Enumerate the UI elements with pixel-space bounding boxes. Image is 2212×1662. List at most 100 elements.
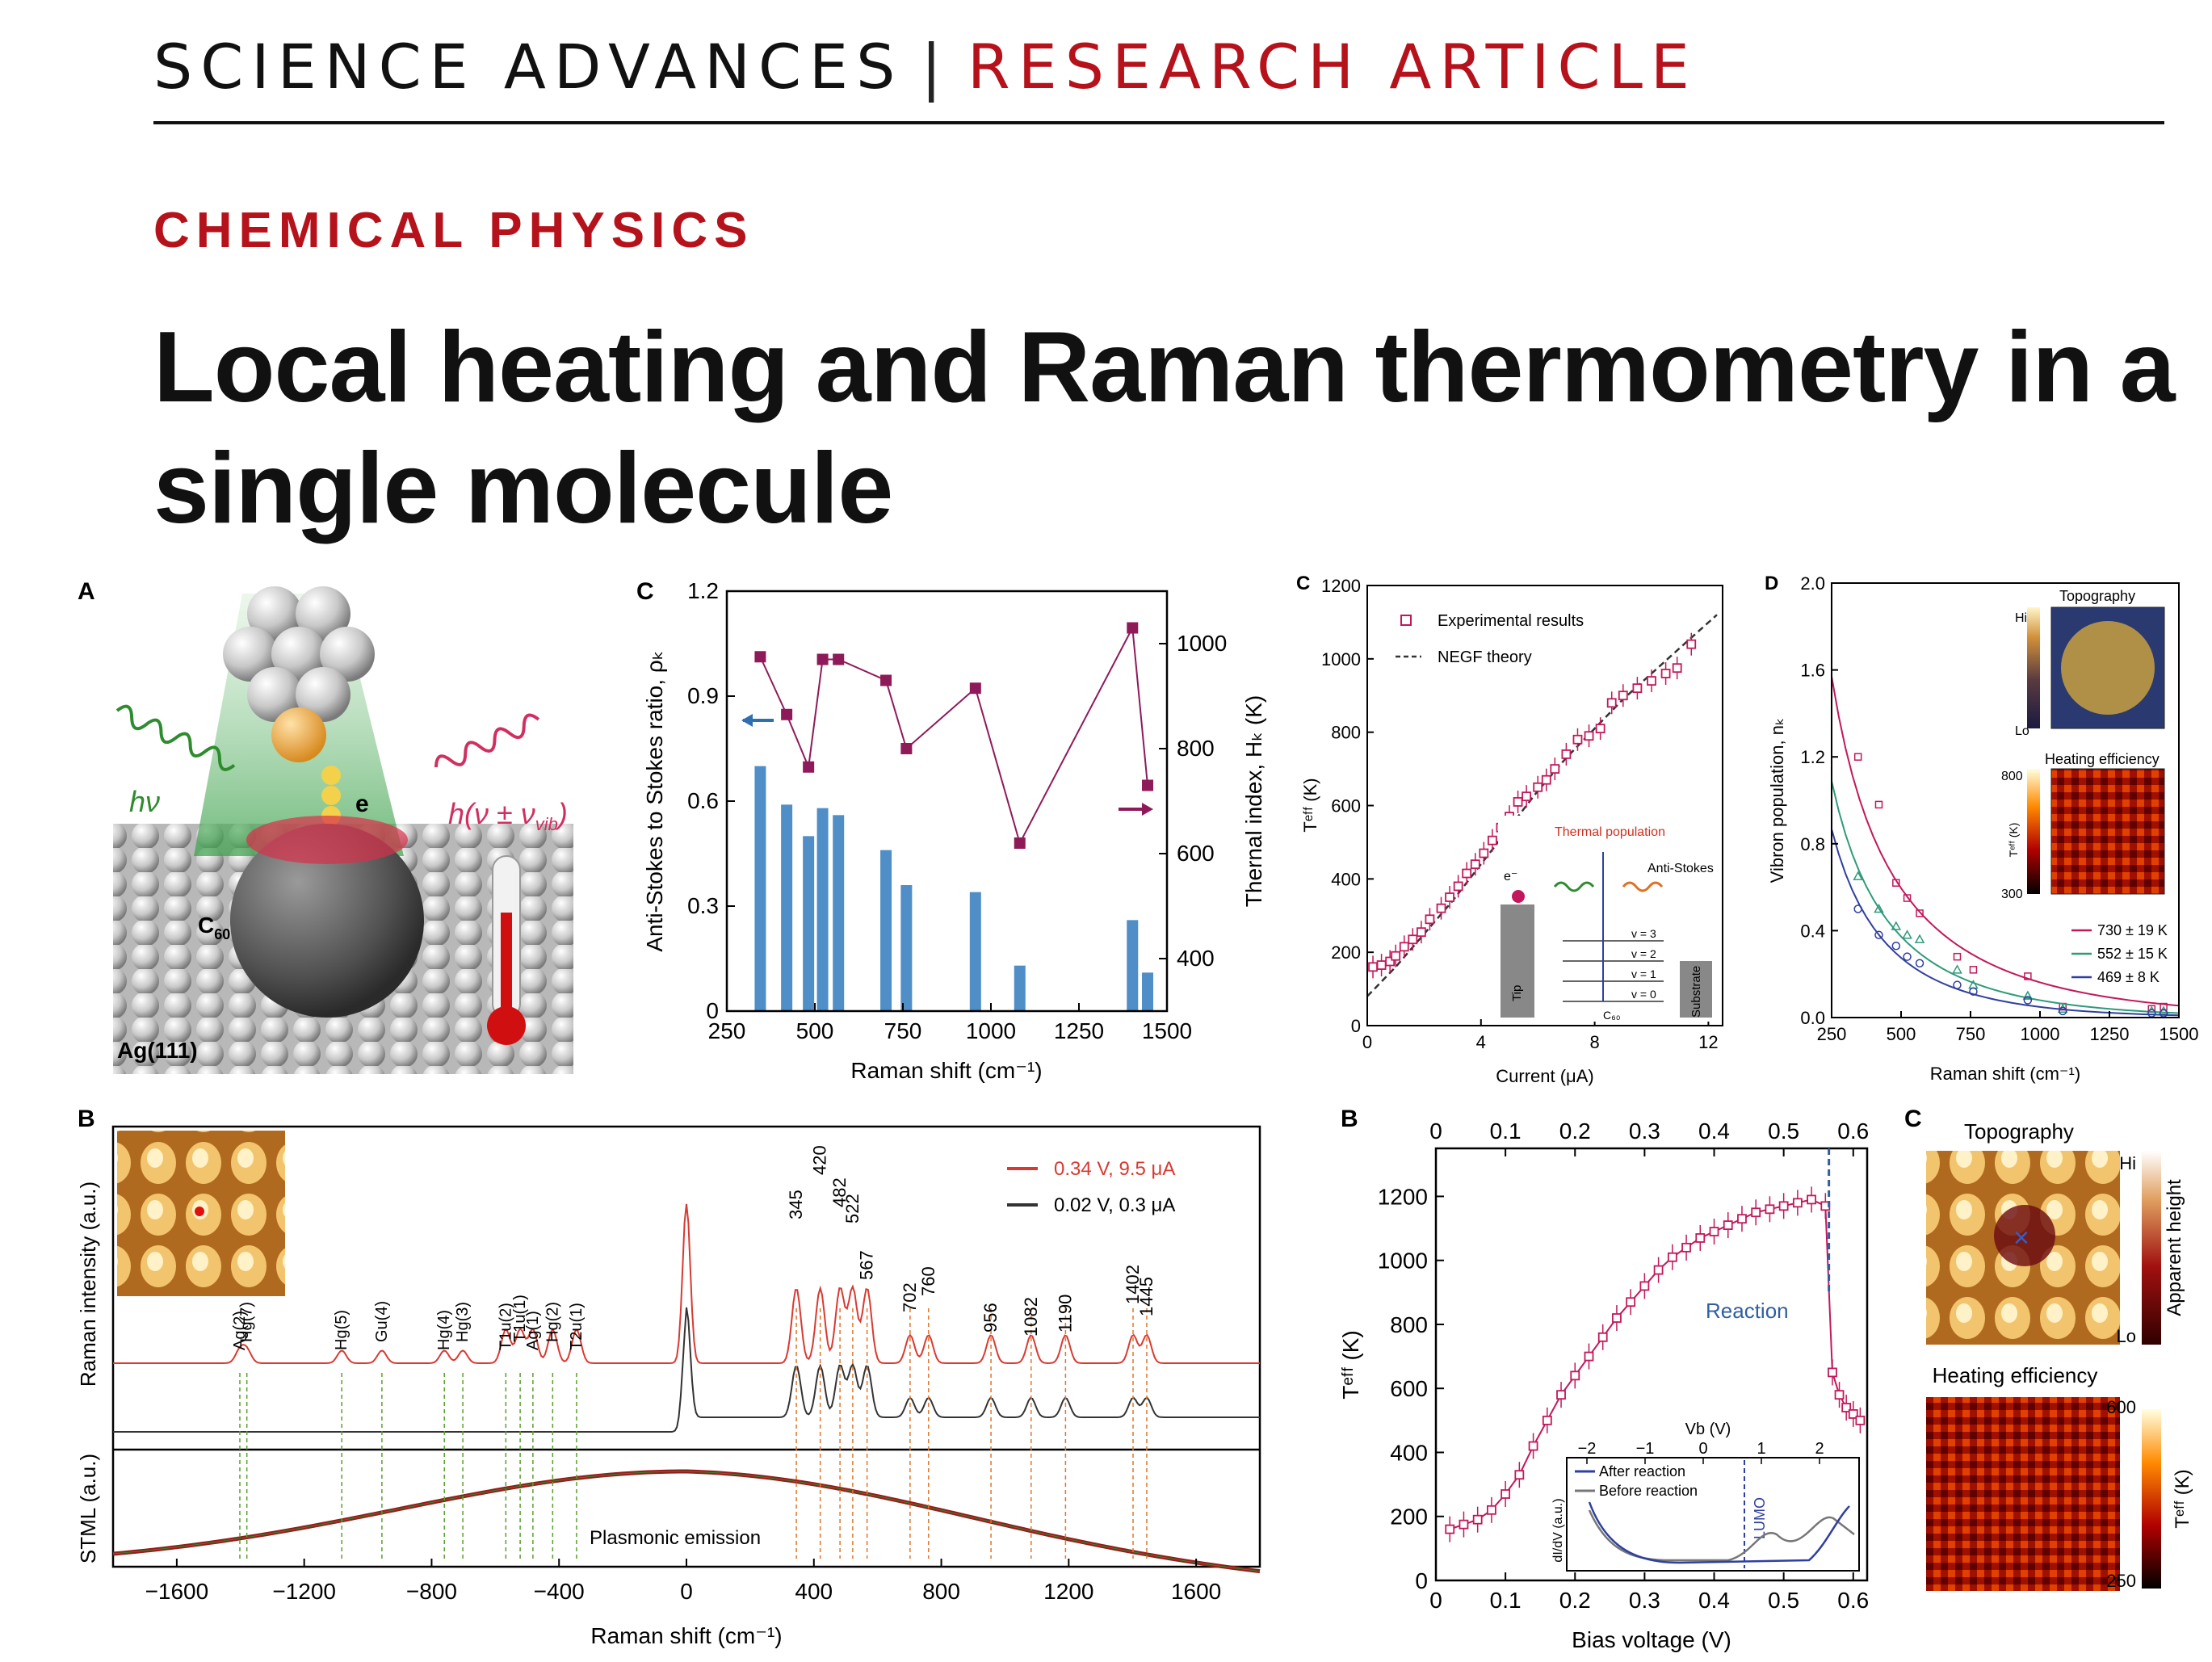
c1-bar xyxy=(833,815,845,1011)
b1-green-label: T1u(1) xyxy=(511,1295,529,1342)
c2-ytick-label: 400 xyxy=(1331,869,1361,889)
c2-legend-marker xyxy=(1400,615,1412,626)
panel-c2-letter: C xyxy=(1296,573,1310,594)
journal-name: SCIENCE ADVANCES xyxy=(153,31,904,103)
d-point xyxy=(1952,964,1962,974)
b2-point xyxy=(1695,1233,1706,1243)
b2-point xyxy=(1556,1390,1566,1400)
b2-ytick-label: 1200 xyxy=(1378,1184,1428,1209)
b2-ytick-label: 1000 xyxy=(1378,1249,1428,1274)
svg-text:LUMO: LUMO xyxy=(1752,1497,1768,1539)
c1-frame xyxy=(725,590,1169,1013)
b2-point xyxy=(1501,1489,1511,1499)
panel-c1-letter: C xyxy=(636,578,654,605)
d-point xyxy=(2023,996,2033,1005)
b2-point xyxy=(1848,1409,1858,1419)
b2-point xyxy=(1737,1214,1747,1224)
svg-text:v = 3: v = 3 xyxy=(1631,927,1656,940)
d-point xyxy=(1969,987,1978,996)
c2-point xyxy=(1462,868,1472,879)
d-fit-curve xyxy=(1831,780,2180,1014)
b1-orange-label: 420 xyxy=(810,1145,830,1175)
c1-ytick-right-label: 1000 xyxy=(1177,631,1227,656)
b2-point xyxy=(1709,1227,1719,1236)
c2-point xyxy=(1391,951,1401,961)
d-point xyxy=(1953,980,1962,989)
b2-inset-xtick-label: 0 xyxy=(1698,1440,1707,1458)
b2-ylabel: Tᵉᶠᶠ (K) xyxy=(1338,1330,1363,1399)
c2-xtick-label: 12 xyxy=(1698,1032,1718,1052)
d-point xyxy=(1874,903,1884,913)
c2-point xyxy=(1672,663,1682,674)
b1-xlabel: Raman shift (cm⁻¹) xyxy=(590,1623,782,1648)
c3-topography-title: Topography xyxy=(1964,1119,2074,1144)
c2-point xyxy=(1408,934,1418,945)
b2-ytick-label: 0 xyxy=(1415,1568,1428,1593)
c2-point xyxy=(1453,881,1463,892)
c2-ytick-label: 600 xyxy=(1331,796,1361,816)
b1-orange-label: 1402 xyxy=(1123,1265,1143,1304)
c1-xlabel: Raman shift (cm⁻¹) xyxy=(850,1058,1042,1083)
c2-point xyxy=(1436,903,1446,913)
c1-bar xyxy=(880,850,892,1011)
d-point xyxy=(1874,800,1883,809)
d-ytick-label: 0.0 xyxy=(1800,1008,1825,1028)
c2-ytick-label: 0 xyxy=(1351,1016,1361,1036)
b2-frame xyxy=(1434,1147,1869,1582)
svg-text:Vb (V): Vb (V) xyxy=(1685,1421,1731,1438)
b2-xtick-label: 0 xyxy=(1429,1588,1442,1613)
c2-xtick-label: 0 xyxy=(1362,1032,1372,1052)
b2-point xyxy=(1855,1415,1866,1425)
c3-marker-icon: × xyxy=(2013,1223,2029,1253)
b2-xtick-top-label: 0.1 xyxy=(1490,1118,1522,1144)
b2-xtick-top-label: 0.5 xyxy=(1768,1118,1799,1144)
panel-b1-letter: B xyxy=(78,1106,95,1132)
b2-point xyxy=(1528,1441,1538,1451)
electron-dot xyxy=(321,766,341,785)
b1-green-label: Gu(4) xyxy=(373,1301,391,1342)
c1-plot-area xyxy=(754,622,1154,1011)
b2-xtick-label: 0.5 xyxy=(1768,1588,1799,1613)
b2-point xyxy=(1514,1470,1525,1480)
c3-teff-label: Tᵉᶠᶠ (K) xyxy=(2172,1469,2193,1528)
b2-reaction-label: Reaction xyxy=(1706,1299,1789,1323)
d-point xyxy=(2022,990,2034,1000)
panel-b2-letter: B xyxy=(1341,1106,1358,1132)
c2-ytick-label: 800 xyxy=(1331,723,1361,743)
d-frame xyxy=(1831,582,2180,1018)
c1-thermal-point xyxy=(781,708,793,720)
panel-a-letter: A xyxy=(78,578,95,605)
c3-heating-title: Heating efficiency xyxy=(1933,1363,2098,1387)
c2-point xyxy=(1533,782,1543,792)
c2-ylabel: Tᵉᶠᶠ (K) xyxy=(1300,778,1320,832)
d-xlabel: Raman shift (cm⁻¹) xyxy=(1930,1064,2080,1084)
d-topo-colorbar xyxy=(2027,607,2040,728)
scattered-wave xyxy=(434,713,540,768)
b1-orange-label: 702 xyxy=(900,1282,920,1312)
c2-ytick-label: 200 xyxy=(1331,942,1361,963)
c1-bar xyxy=(1142,972,1154,1011)
c2-ytick-label: 1200 xyxy=(1321,576,1361,596)
c1-thermal-point xyxy=(1014,837,1026,849)
c2-xtick-label: 8 xyxy=(1589,1032,1599,1052)
c2-ytick-label: 1000 xyxy=(1321,649,1361,669)
b1-xtick-label: 1600 xyxy=(1171,1579,1221,1604)
d-ytick-label: 0.8 xyxy=(1800,834,1825,854)
d-legend-label: 552 ± 15 K xyxy=(2097,946,2168,962)
d-ytick-label: 1.6 xyxy=(1800,661,1825,681)
c1-ylabel-left: Anti-Stokes to Stokes ratio, ρₖ xyxy=(642,650,667,951)
electron-label: e xyxy=(355,791,369,817)
d-point xyxy=(1891,921,1902,930)
d-legend-label: 469 ± 8 K xyxy=(2097,969,2160,985)
c1-bar xyxy=(969,892,981,1011)
c2-point xyxy=(1660,669,1671,678)
c1-thermal-point xyxy=(1142,779,1154,791)
panel-c2: C Current (μA) Tᵉᶠᶠ (K) 0 4 8 12 0 200 400 600 8… xyxy=(1296,573,1723,1086)
svg-text:300: 300 xyxy=(2001,888,2023,901)
svg-text:250: 250 xyxy=(2106,1571,2136,1591)
b2-xtick-label: 0.4 xyxy=(1698,1588,1730,1613)
c3-apparent-height: Apparent height xyxy=(2164,1179,2185,1316)
svg-text:v = 0: v = 0 xyxy=(1631,988,1656,1001)
b1-xtick-label: −1600 xyxy=(145,1579,209,1604)
